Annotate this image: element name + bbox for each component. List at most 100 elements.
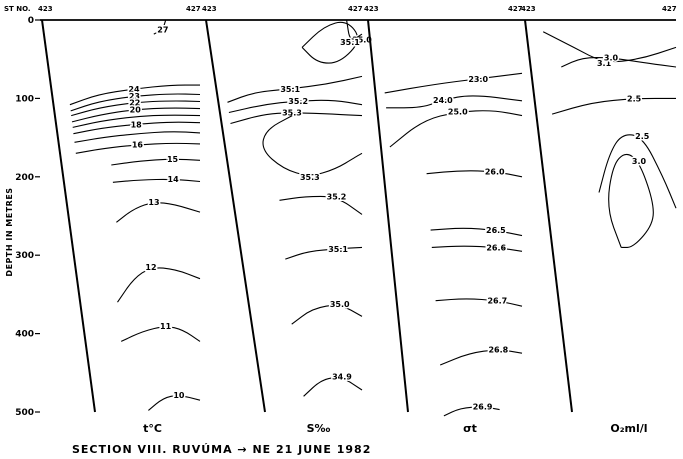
contour-line: [301, 21, 358, 64]
contour-label: 35.1: [280, 85, 300, 94]
contour-label: 24: [128, 85, 140, 94]
contour-line: [75, 142, 201, 154]
contour-line: [153, 19, 167, 35]
y-tick-label: 300: [15, 251, 34, 261]
station-boundary-line: [524, 19, 573, 413]
contour-line: [73, 121, 201, 135]
contour-label: 16: [132, 141, 144, 150]
contour-line: [70, 93, 201, 112]
contour-line: [386, 95, 523, 109]
station-label-start: 423: [364, 5, 379, 13]
contour-label: 14: [168, 175, 180, 184]
station-label-start: 423: [38, 5, 53, 13]
contour-label: 20: [130, 105, 142, 114]
contour-label: 10: [173, 391, 185, 400]
contour-line: [71, 107, 201, 123]
contour-label: 35.0: [330, 300, 350, 309]
station-label-end: 427: [508, 5, 523, 13]
contour-label: 34.9: [332, 373, 352, 382]
station-boundary-line: [367, 19, 409, 413]
contour-line: [228, 99, 363, 114]
contour-line: [542, 31, 677, 63]
contour-line: [561, 57, 677, 68]
contour-label: 23.0: [468, 75, 488, 84]
y-tick-label: 200: [15, 173, 34, 183]
station-label-start: 423: [521, 5, 536, 13]
contour-line: [120, 326, 201, 342]
contour-label: 23: [129, 92, 140, 101]
contour-line: [116, 202, 201, 223]
chart-title: SECTION VIII. RUVÚMA → NE 21 JUNE 1982: [72, 443, 371, 456]
contour-label: 35.2: [327, 192, 347, 201]
station-label-end: 427: [662, 5, 677, 13]
panel-label: S‰: [307, 422, 331, 435]
contour-label: 26.5: [486, 226, 506, 235]
contour-label: 24.0: [433, 96, 453, 105]
contour-line: [426, 170, 523, 178]
contour-line: [439, 349, 523, 366]
panel-2: 423 42735.035.135.135.235.335.335.235.135…: [202, 5, 374, 435]
contour-line: [279, 195, 363, 215]
contour-line: [389, 110, 523, 148]
contour-label: 26.8: [488, 345, 508, 354]
contour-line: [435, 298, 523, 307]
contour-label: 13: [148, 198, 159, 207]
contour-label: 35.3: [282, 109, 302, 118]
panel-label: t°C: [143, 422, 162, 435]
station-label-end: 427: [186, 5, 201, 13]
panel-3: 423 427 23.0 24.0 25.0 26.0 26.5 26.6 26.7 26.8 26…: [364, 5, 523, 435]
contour-line: [430, 227, 523, 237]
y-tick-label: 500: [15, 408, 34, 418]
station-label-end: 427: [348, 5, 363, 13]
contour-line: [74, 131, 201, 143]
contour-label: 35.1: [328, 245, 348, 254]
contour-label: 2.5: [627, 94, 642, 103]
panel-label: O₂ml/l: [610, 422, 647, 435]
contour-line: [608, 153, 654, 248]
panel-label: σt: [463, 422, 477, 435]
contour-line: [303, 377, 363, 397]
contour-label: 27: [157, 25, 168, 34]
contour-line: [69, 84, 200, 106]
contour-line: [598, 134, 677, 209]
y-axis-title: DEPTH IN METRES: [5, 187, 14, 276]
contour-line: [384, 72, 523, 94]
contour-label: 35.3: [300, 173, 320, 182]
contour-line: [291, 304, 363, 325]
contour-label: 12: [145, 263, 156, 272]
contour-label: 18: [131, 120, 143, 129]
y-tick-label: 0: [28, 16, 34, 26]
depth-axis: 0 100 200 300 400 500: [15, 16, 676, 418]
contour-line: [431, 245, 523, 252]
station-boundary-line: [41, 19, 96, 413]
contour-line: [346, 19, 363, 40]
contour-line: [285, 246, 363, 260]
contour-line: [148, 395, 201, 411]
contour-line: [117, 267, 201, 303]
contour-label: 11: [160, 322, 172, 331]
contour-label: 26.9: [473, 403, 493, 412]
contour-line: [443, 406, 500, 417]
contour-line: [551, 97, 676, 115]
contour-label: 25.0: [448, 108, 468, 117]
contour-label: 22: [129, 98, 140, 107]
contour-label: 26.0: [485, 167, 505, 176]
contour-label: 26.7: [487, 297, 507, 306]
contour-line: [262, 115, 363, 176]
contour-label: 3.0: [632, 157, 647, 166]
contour-label: 26.6: [486, 243, 506, 252]
contour-label: 2.5: [635, 132, 650, 141]
station-label-start: 423: [202, 5, 217, 13]
contour-label: 3.0: [604, 54, 619, 63]
contour-label: 35.1: [340, 38, 360, 47]
contour-label: 35.2: [288, 97, 308, 106]
contour-line: [71, 100, 201, 117]
y-tick-label: 400: [15, 330, 34, 340]
contour-label: 3.1: [597, 59, 612, 68]
contour-line: [230, 112, 363, 125]
y-tick-label: 100: [15, 94, 34, 104]
